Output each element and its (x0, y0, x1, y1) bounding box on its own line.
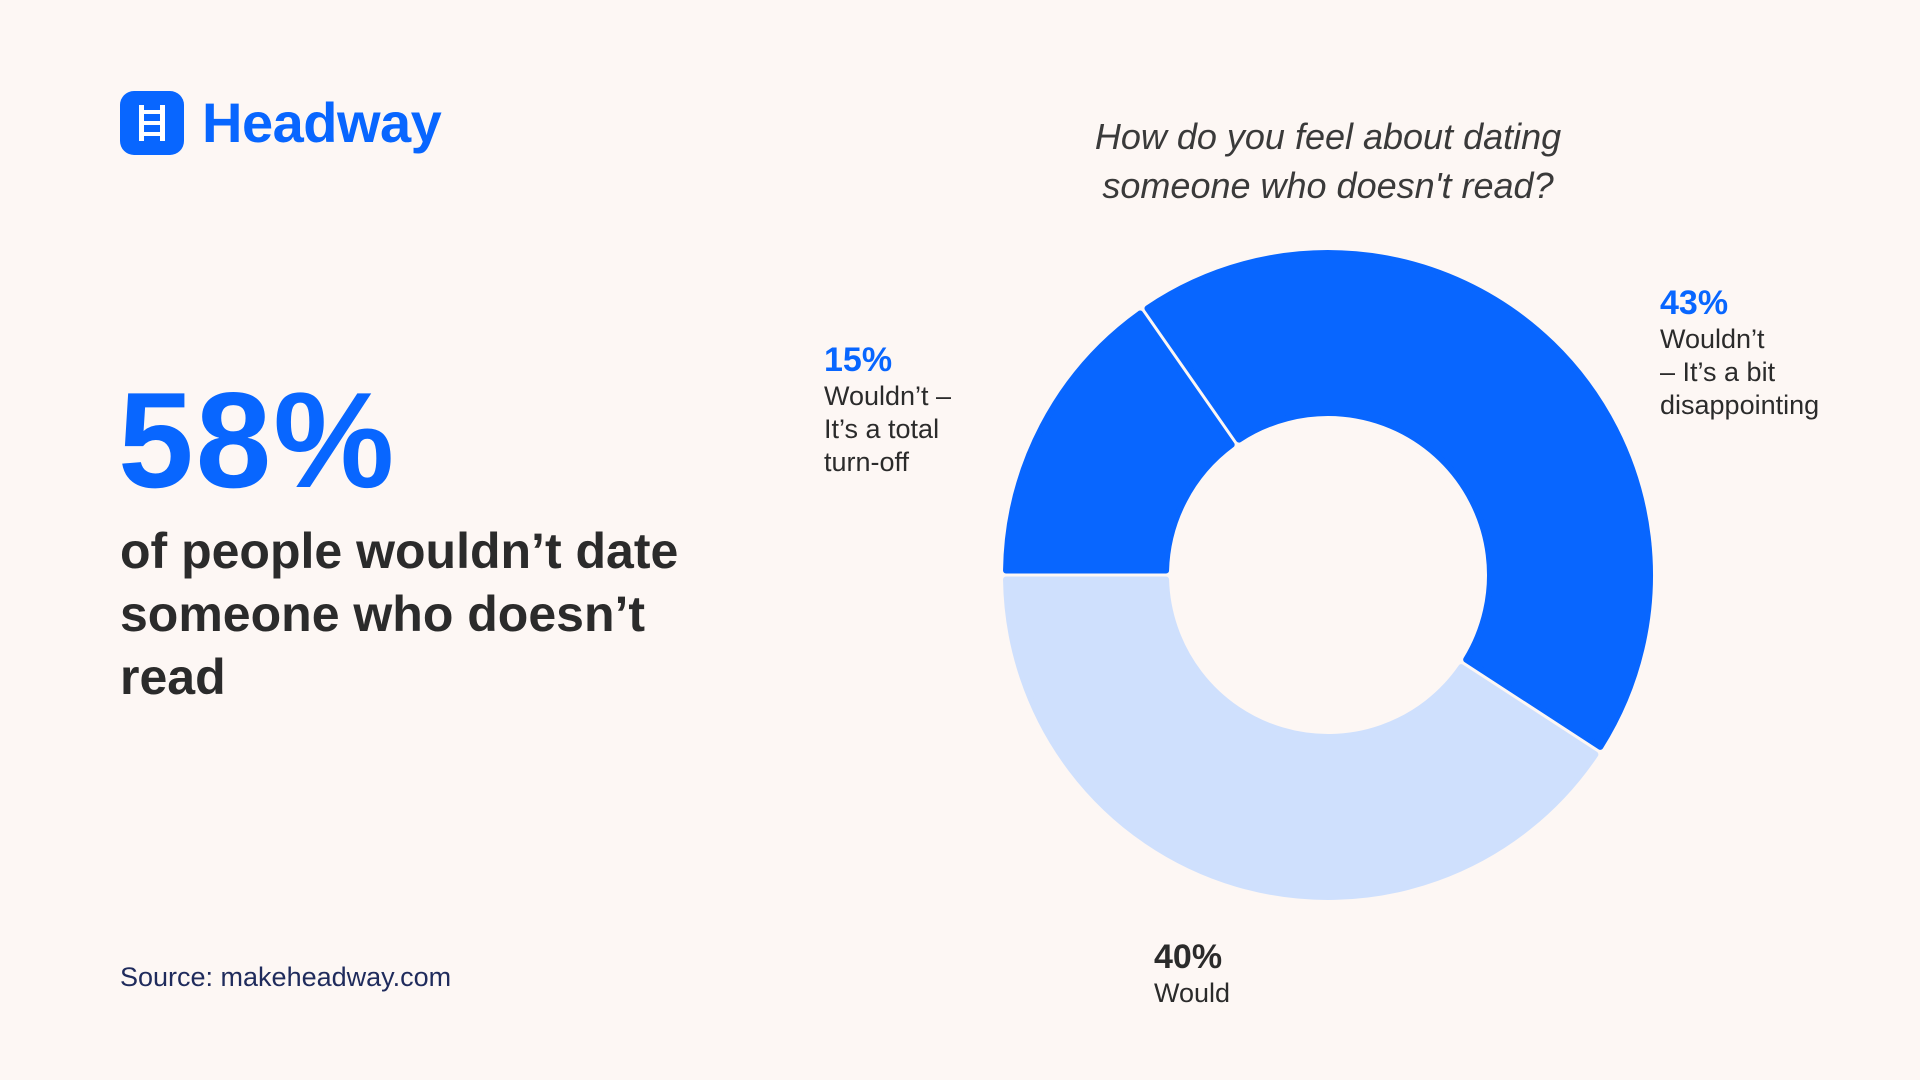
slice-desc-label: Would (1154, 978, 1231, 1008)
slice-label-bit-disappointing: 43% Wouldn’t – It’s a bit disappointing (1660, 283, 1819, 422)
headline-text: of people wouldn’t date someone who does… (120, 523, 679, 705)
slice-value-label: 15% (824, 341, 893, 379)
chart-title: How do you feel about dating someone who… (1094, 116, 1562, 206)
slice-desc-label: Wouldn’t – It’s a bit disappointing (1660, 324, 1820, 420)
slice-bit-disappointing (1144, 250, 1653, 750)
slice-desc-label: Wouldn’t – It’s a total turn-off (824, 381, 952, 477)
slice-value-label: 43% (1660, 284, 1729, 322)
brand-name: Headway (202, 91, 442, 154)
ladder-logo-icon (120, 90, 184, 155)
source-note: Source: makeheadway.com (120, 962, 452, 992)
slice-total-turn-off (1003, 310, 1235, 574)
slice-value-label: 40% (1154, 938, 1223, 976)
brand-logo: Headway (120, 90, 442, 155)
slice-label-would: 40% Would (1154, 937, 1230, 1010)
slice-label-total-turn-off: 15% Wouldn’t – It’s a total turn-off (824, 340, 951, 479)
slice-would (1003, 576, 1599, 900)
headline-stat: 58% (118, 364, 397, 516)
